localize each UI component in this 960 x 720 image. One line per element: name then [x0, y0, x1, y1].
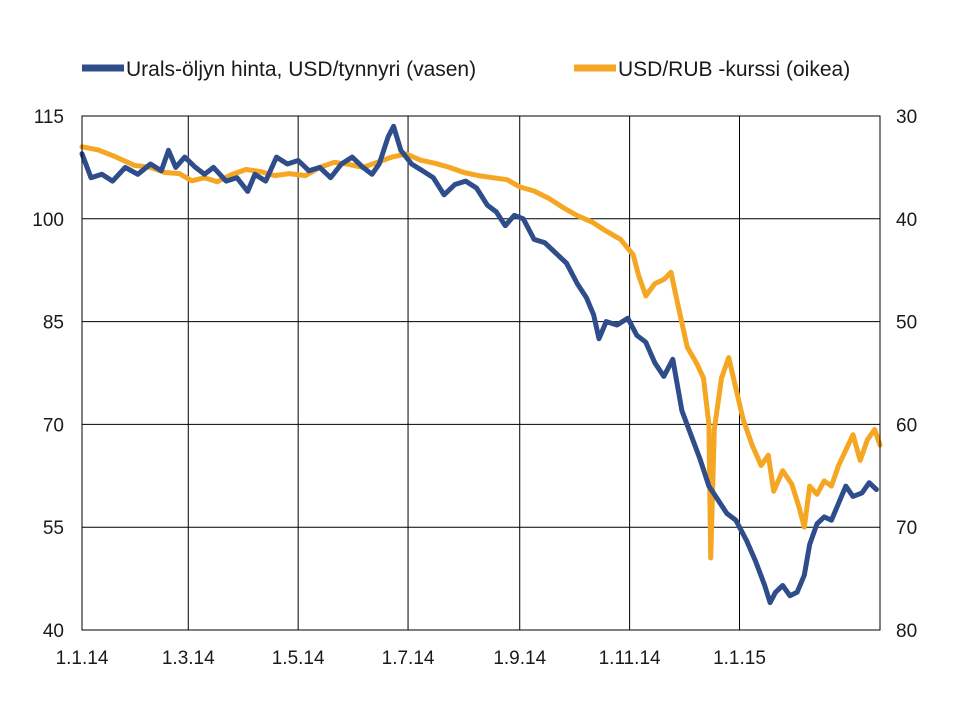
y-right-tick-label: 30 — [896, 107, 917, 128]
x-tick-label: 1.1.14 — [56, 648, 109, 669]
y-left-tick-label: 100 — [32, 210, 64, 231]
x-tick-label: 1.9.14 — [493, 648, 546, 669]
y-right-tick-label: 60 — [896, 415, 917, 436]
y-right-tick-label: 50 — [896, 313, 917, 334]
legend-label-usdrub: USD/RUB -kurssi (oikea) — [618, 58, 850, 81]
y-right-axis: 30 40 50 60 70 80 — [896, 107, 917, 642]
grid — [81, 115, 880, 631]
x-tick-label: 1.1.15 — [713, 648, 766, 669]
plot-frame — [81, 115, 881, 631]
y-left-tick-label: 55 — [43, 518, 64, 539]
legend: Urals-öljyn hinta, USD/tynnyri (vasen) U… — [82, 58, 850, 81]
y-left-tick-label: 115 — [34, 107, 64, 128]
y-right-tick-label: 40 — [896, 210, 917, 231]
y-right-tick-label: 80 — [896, 621, 917, 642]
y-right-tick-label: 70 — [896, 518, 917, 539]
legend-label-urals: Urals-öljyn hinta, USD/tynnyri (vasen) — [126, 58, 476, 81]
series-line-usdrub — [79, 144, 883, 561]
series-lines — [79, 123, 883, 606]
y-left-tick-label: 85 — [43, 313, 64, 334]
y-left-tick-label: 40 — [43, 621, 64, 642]
x-tick-label: 1.11.14 — [599, 648, 661, 669]
x-tick-label: 1.7.14 — [382, 648, 435, 669]
y-left-tick-label: 70 — [43, 415, 64, 436]
y-left-axis: 115 100 85 70 55 40 — [32, 107, 64, 642]
series-line-urals — [79, 123, 879, 606]
x-axis: 1.1.14 1.3.14 1.5.14 1.7.14 1.9.14 1.11.14 1.1… — [56, 648, 766, 669]
x-tick-label: 1.5.14 — [272, 648, 325, 669]
x-tick-label: 1.3.14 — [162, 648, 215, 669]
